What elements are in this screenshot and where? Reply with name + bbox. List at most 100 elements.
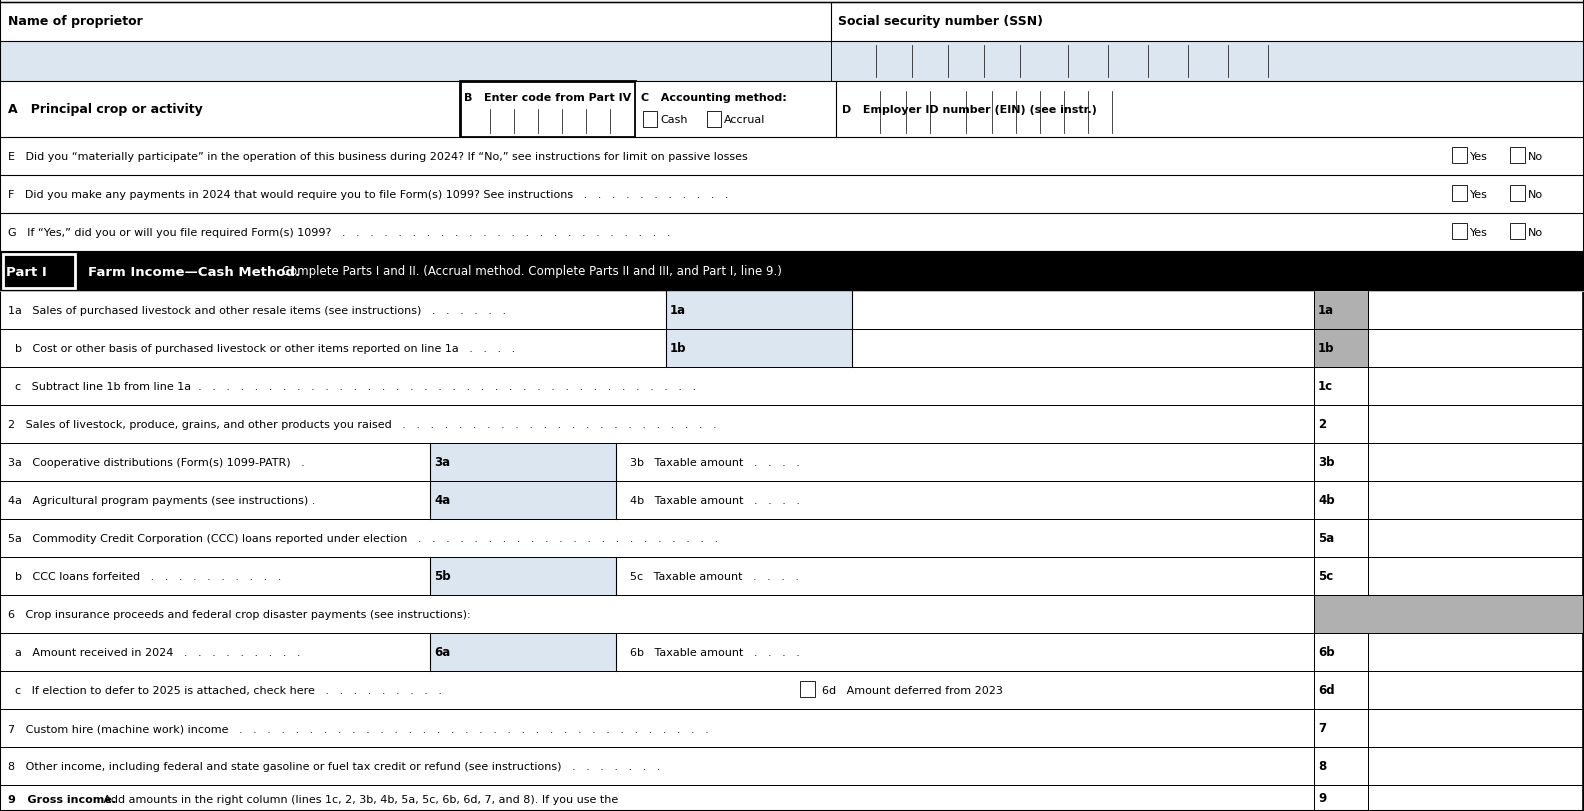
Bar — [1315, 557, 1369, 595]
Bar — [1369, 406, 1582, 444]
Bar — [0, 557, 1315, 595]
Text: 4b   Taxable amount   .   .   .   .: 4b Taxable amount . . . . — [630, 496, 800, 505]
Text: 8: 8 — [1318, 760, 1326, 773]
Bar — [0, 444, 1315, 482]
Text: Name of proprietor: Name of proprietor — [8, 15, 143, 28]
Bar — [1369, 633, 1582, 672]
Bar — [0, 519, 1315, 557]
Text: Yes: Yes — [1470, 190, 1487, 200]
Bar — [0, 138, 1584, 176]
Bar — [1369, 709, 1582, 747]
Bar — [0, 82, 459, 138]
Bar — [665, 292, 852, 329]
Bar — [1315, 329, 1369, 367]
Text: 6   Crop insurance proceeds and federal crop disaster payments (see instructions: 6 Crop insurance proceeds and federal cr… — [8, 609, 470, 620]
Bar — [665, 329, 852, 367]
Text: Add amounts in the right column (lines 1c, 2, 3b, 4b, 5a, 5c, 6b, 6d, 7, and 8).: Add amounts in the right column (lines 1… — [100, 794, 618, 804]
Text: 3b   Taxable amount   .   .   .   .: 3b Taxable amount . . . . — [630, 457, 800, 467]
Text: 2: 2 — [1318, 418, 1326, 431]
Bar — [0, 42, 832, 82]
Text: 2   Sales of livestock, produce, grains, and other products you raised   .   .  : 2 Sales of livestock, produce, grains, a… — [8, 419, 716, 430]
Text: A   Principal crop or activity: A Principal crop or activity — [8, 103, 203, 116]
Text: 5c   Taxable amount   .   .   .   .: 5c Taxable amount . . . . — [630, 571, 798, 581]
Bar — [1369, 747, 1582, 785]
Text: 5c: 5c — [1318, 570, 1334, 583]
Bar — [1369, 672, 1582, 709]
Bar — [836, 82, 1584, 138]
Bar — [1315, 444, 1369, 482]
Text: c   If election to defer to 2025 is attached, check here   .   .   .   .   .   .: c If election to defer to 2025 is attach… — [8, 685, 442, 695]
Bar — [0, 633, 1315, 672]
Bar — [1369, 292, 1582, 329]
Bar — [635, 82, 836, 138]
Text: Yes: Yes — [1470, 152, 1487, 162]
Bar — [1315, 406, 1369, 444]
Text: D   Employer ID number (EIN) (see instr.): D Employer ID number (EIN) (see instr.) — [843, 105, 1096, 115]
Text: 1a   Sales of purchased livestock and other resale items (see instructions)   . : 1a Sales of purchased livestock and othe… — [8, 306, 507, 315]
Text: 7: 7 — [1318, 722, 1326, 735]
Text: C   Accounting method:: C Accounting method: — [642, 93, 787, 103]
Bar — [0, 747, 1315, 785]
Bar — [0, 329, 1315, 367]
Text: 1b: 1b — [1318, 342, 1334, 355]
Bar — [832, 3, 1584, 42]
Bar — [0, 3, 832, 42]
Text: 1b: 1b — [670, 342, 686, 355]
Bar — [800, 681, 816, 697]
Bar — [0, 367, 1315, 406]
Bar — [0, 292, 1315, 329]
Text: 1c: 1c — [1318, 380, 1334, 393]
Bar — [832, 42, 1584, 82]
Text: 4a   Agricultural program payments (see instructions) .: 4a Agricultural program payments (see in… — [8, 496, 315, 505]
Bar — [706, 112, 721, 128]
Bar — [1369, 785, 1582, 811]
Text: 3b: 3b — [1318, 456, 1334, 469]
Text: 3a: 3a — [434, 456, 450, 469]
Text: b   Cost or other basis of purchased livestock or other items reported on line 1: b Cost or other basis of purchased lives… — [8, 344, 515, 354]
Bar — [1510, 224, 1525, 240]
Bar — [1315, 785, 1369, 811]
Bar — [1369, 519, 1582, 557]
Text: a   Amount received in 2024   .   .   .   .   .   .   .   .   .: a Amount received in 2024 . . . . . . . … — [8, 647, 301, 657]
Text: 4a: 4a — [434, 494, 450, 507]
Bar — [1369, 329, 1582, 367]
Text: Farm Income—Cash Method.: Farm Income—Cash Method. — [89, 265, 299, 278]
Text: 9: 9 — [1318, 792, 1326, 805]
Bar — [1315, 595, 1584, 633]
Bar — [1453, 148, 1467, 164]
Text: F   Did you make any payments in 2024 that would require you to file Form(s) 109: F Did you make any payments in 2024 that… — [8, 190, 729, 200]
Bar — [1315, 292, 1369, 329]
Bar — [0, 785, 1315, 811]
Bar — [1315, 367, 1369, 406]
Text: Cash: Cash — [661, 115, 687, 125]
Text: 5a   Commodity Credit Corporation (CCC) loans reported under election   .   .   : 5a Commodity Credit Corporation (CCC) lo… — [8, 534, 718, 543]
Text: c   Subtract line 1b from line 1a  .   .   .   .   .   .   .   .   .   .   .   .: c Subtract line 1b from line 1a . . . . … — [8, 381, 695, 392]
Text: 1a: 1a — [1318, 304, 1334, 317]
Bar — [1453, 224, 1467, 240]
Bar — [0, 176, 1584, 214]
Bar — [3, 255, 74, 289]
Text: 6a: 6a — [434, 646, 450, 659]
Bar — [429, 633, 616, 672]
Bar — [1369, 482, 1582, 519]
Bar — [0, 406, 1315, 444]
Bar — [429, 482, 616, 519]
Bar — [429, 557, 616, 595]
Bar — [0, 709, 1315, 747]
Text: 3a   Cooperative distributions (Form(s) 1099-PATR)   .: 3a Cooperative distributions (Form(s) 10… — [8, 457, 304, 467]
Bar — [1315, 747, 1369, 785]
Text: 1a: 1a — [670, 304, 686, 317]
Text: 6d   Amount deferred from 2023: 6d Amount deferred from 2023 — [822, 685, 1003, 695]
Text: E   Did you “materially participate” in the operation of this business during 20: E Did you “materially participate” in th… — [8, 152, 748, 162]
Text: B   Enter code from Part IV: B Enter code from Part IV — [464, 93, 632, 103]
Text: Part I: Part I — [6, 265, 48, 278]
Bar — [1315, 482, 1369, 519]
Text: 9   Gross income.: 9 Gross income. — [8, 794, 116, 804]
Text: G   If “Yes,” did you or will you file required Form(s) 1099?   .   .   .   .   : G If “Yes,” did you or will you file req… — [8, 228, 670, 238]
Bar — [1453, 186, 1467, 202]
Bar — [1369, 557, 1582, 595]
Text: 6b: 6b — [1318, 646, 1335, 659]
Bar — [0, 595, 1315, 633]
Text: 6d: 6d — [1318, 684, 1335, 697]
Text: 5a: 5a — [1318, 532, 1334, 545]
